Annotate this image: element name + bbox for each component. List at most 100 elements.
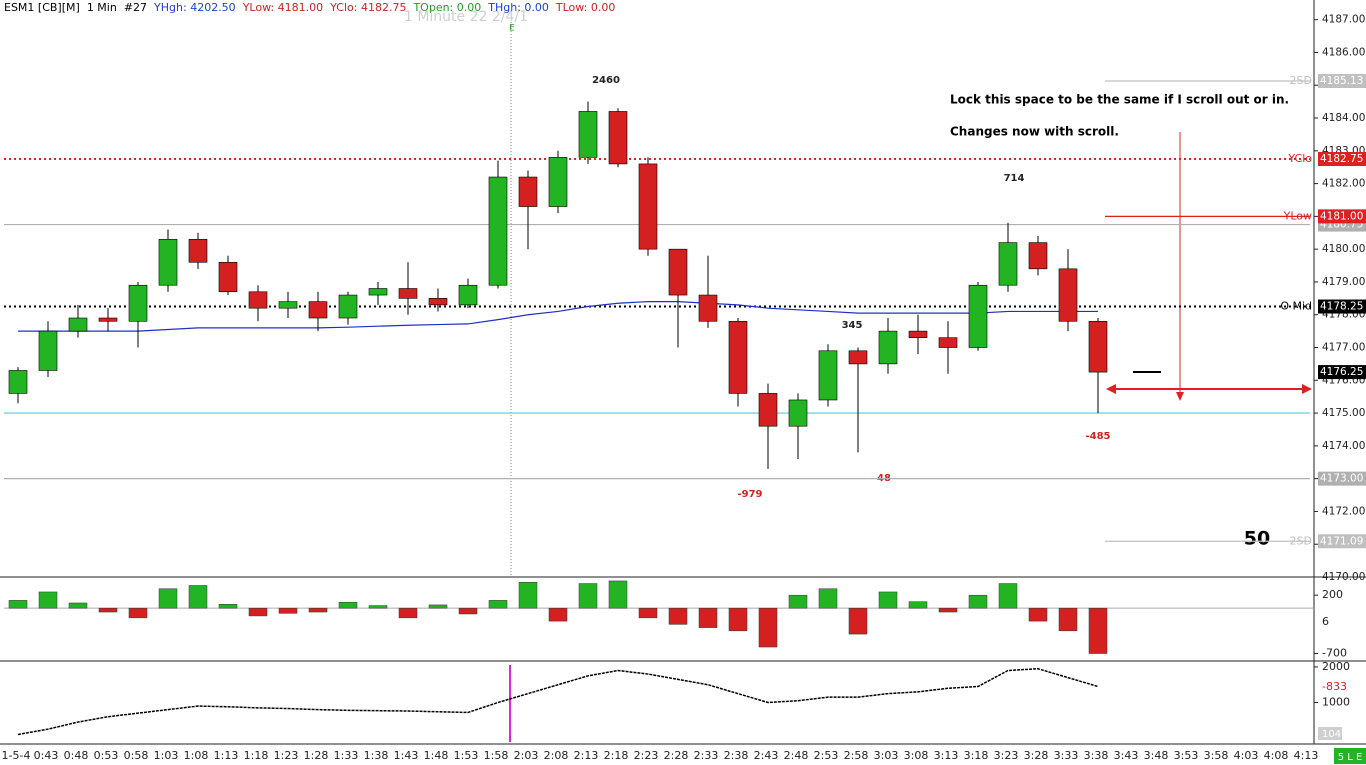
y-tick-label: 4180.00 <box>1322 243 1365 255</box>
level-value: 4171.09 <box>1320 535 1363 547</box>
vwap-line <box>18 301 1098 332</box>
x-tick-label: 1:28 <box>304 749 329 762</box>
delta-bar <box>728 607 748 632</box>
x-tick-label: 2:23 <box>634 749 659 762</box>
delta-bar <box>368 605 388 609</box>
y-tick-label: 4175.00 <box>1322 407 1365 419</box>
candle-body <box>968 284 988 348</box>
delta-bar <box>8 600 28 609</box>
level-name: YClo <box>1287 152 1312 165</box>
x-tick-label: 2:28 <box>664 749 689 762</box>
delta-bar <box>548 607 568 622</box>
candle-body <box>1028 242 1048 270</box>
cumulative-line <box>17 667 1099 736</box>
delta-bar <box>338 602 358 609</box>
status-box <box>1334 748 1366 764</box>
arrow-head <box>1176 392 1184 401</box>
y-tick-label: 4186.00 <box>1322 46 1365 58</box>
bar-number: #27 <box>123 1 148 14</box>
candle-body <box>458 284 478 306</box>
delta-bar <box>998 583 1018 609</box>
candle-body <box>338 294 358 319</box>
delta-bar <box>38 591 58 609</box>
candle-body <box>1058 268 1078 322</box>
delta-bar <box>608 580 628 609</box>
candle-body <box>638 163 658 250</box>
candle-body <box>38 330 58 371</box>
y-tick-label: 4182.00 <box>1322 178 1365 190</box>
x-tick-label: 2:18 <box>604 749 629 762</box>
candle-body <box>1088 320 1108 373</box>
candle-body <box>428 298 448 306</box>
delta-bar <box>578 583 598 609</box>
delta-bar <box>518 581 538 609</box>
delta-bar <box>398 607 418 619</box>
x-tick-label: 3:58 <box>1204 749 1229 762</box>
delta-bar <box>458 607 478 615</box>
volume-value: 104 <box>1322 729 1341 740</box>
y-tick-label: -700 <box>1322 647 1347 660</box>
delta-bar <box>278 607 298 614</box>
level-value: 4182.75 <box>1320 153 1363 165</box>
candle-body <box>998 242 1018 286</box>
annotation: -979 <box>737 489 762 500</box>
level-box <box>1318 534 1366 549</box>
delta-bar <box>158 588 178 609</box>
x-tick-label: 3:18 <box>964 749 989 762</box>
level-box <box>1318 73 1366 88</box>
candle-body <box>8 370 28 394</box>
y-tick-label: 4170.00 <box>1322 571 1365 583</box>
x-tick-label: 0:53 <box>94 749 119 762</box>
level-value: 4176.25 <box>1320 366 1363 378</box>
delta-bar <box>638 607 658 619</box>
candle-body <box>908 330 928 338</box>
level-value: 4181.00 <box>1320 210 1363 222</box>
x-tick-label: 1:38 <box>364 749 389 762</box>
level-name: YLow <box>1283 209 1312 222</box>
delta-bar <box>668 607 688 625</box>
candle-body <box>878 330 898 365</box>
delta-bar <box>308 607 328 613</box>
x-tick-label: 2:33 <box>694 749 719 762</box>
candle-body <box>98 317 118 322</box>
delta-bar <box>1088 607 1108 654</box>
level-name: O Mid <box>1280 300 1312 313</box>
y-tick-label: 4187.00 <box>1322 14 1365 26</box>
x-tick-label: 3:43 <box>1114 749 1139 762</box>
x-tick-label: 2:58 <box>844 749 869 762</box>
x-tick-label: 3:23 <box>994 749 1019 762</box>
note: Lock this space to be the same if I scro… <box>950 93 1289 107</box>
delta-bar <box>758 607 778 648</box>
x-tick-label: 2:43 <box>754 749 779 762</box>
level-box <box>1318 365 1366 380</box>
arrow-head <box>1106 384 1116 394</box>
candle-body <box>728 320 748 394</box>
candle-body <box>788 399 808 427</box>
x-tick-label: 3:28 <box>1024 749 1049 762</box>
x-tick-label: 4:08 <box>1264 749 1289 762</box>
stat: TOpen: 0.00 <box>413 1 482 14</box>
candle-body <box>128 284 148 322</box>
annotation: 714 <box>1004 173 1025 184</box>
x-tick-label: 1:13 <box>214 749 239 762</box>
stat: TLow: 0.00 <box>555 1 616 14</box>
x-tick-label: 1:58 <box>484 749 509 762</box>
x-tick-label: 3:33 <box>1054 749 1079 762</box>
y-tick-label: 4172.00 <box>1322 505 1365 517</box>
delta-bar <box>428 604 448 609</box>
candle-body <box>188 239 208 263</box>
x-tick-label: 1:33 <box>334 749 359 762</box>
candle-body <box>278 301 298 309</box>
level-box <box>1318 471 1366 486</box>
level-value: 4178.25 <box>1320 301 1363 313</box>
x-tick-label: 1:18 <box>244 749 269 762</box>
x-tick-label: 1:08 <box>184 749 209 762</box>
y-tick-label: 4184.00 <box>1322 112 1365 124</box>
delta-bar <box>908 601 928 609</box>
candle-body <box>578 111 598 158</box>
level-name: 2SD <box>1290 74 1312 87</box>
delta-bar <box>488 600 508 609</box>
level-box <box>1318 209 1366 224</box>
annotation: 2460 <box>592 75 620 86</box>
